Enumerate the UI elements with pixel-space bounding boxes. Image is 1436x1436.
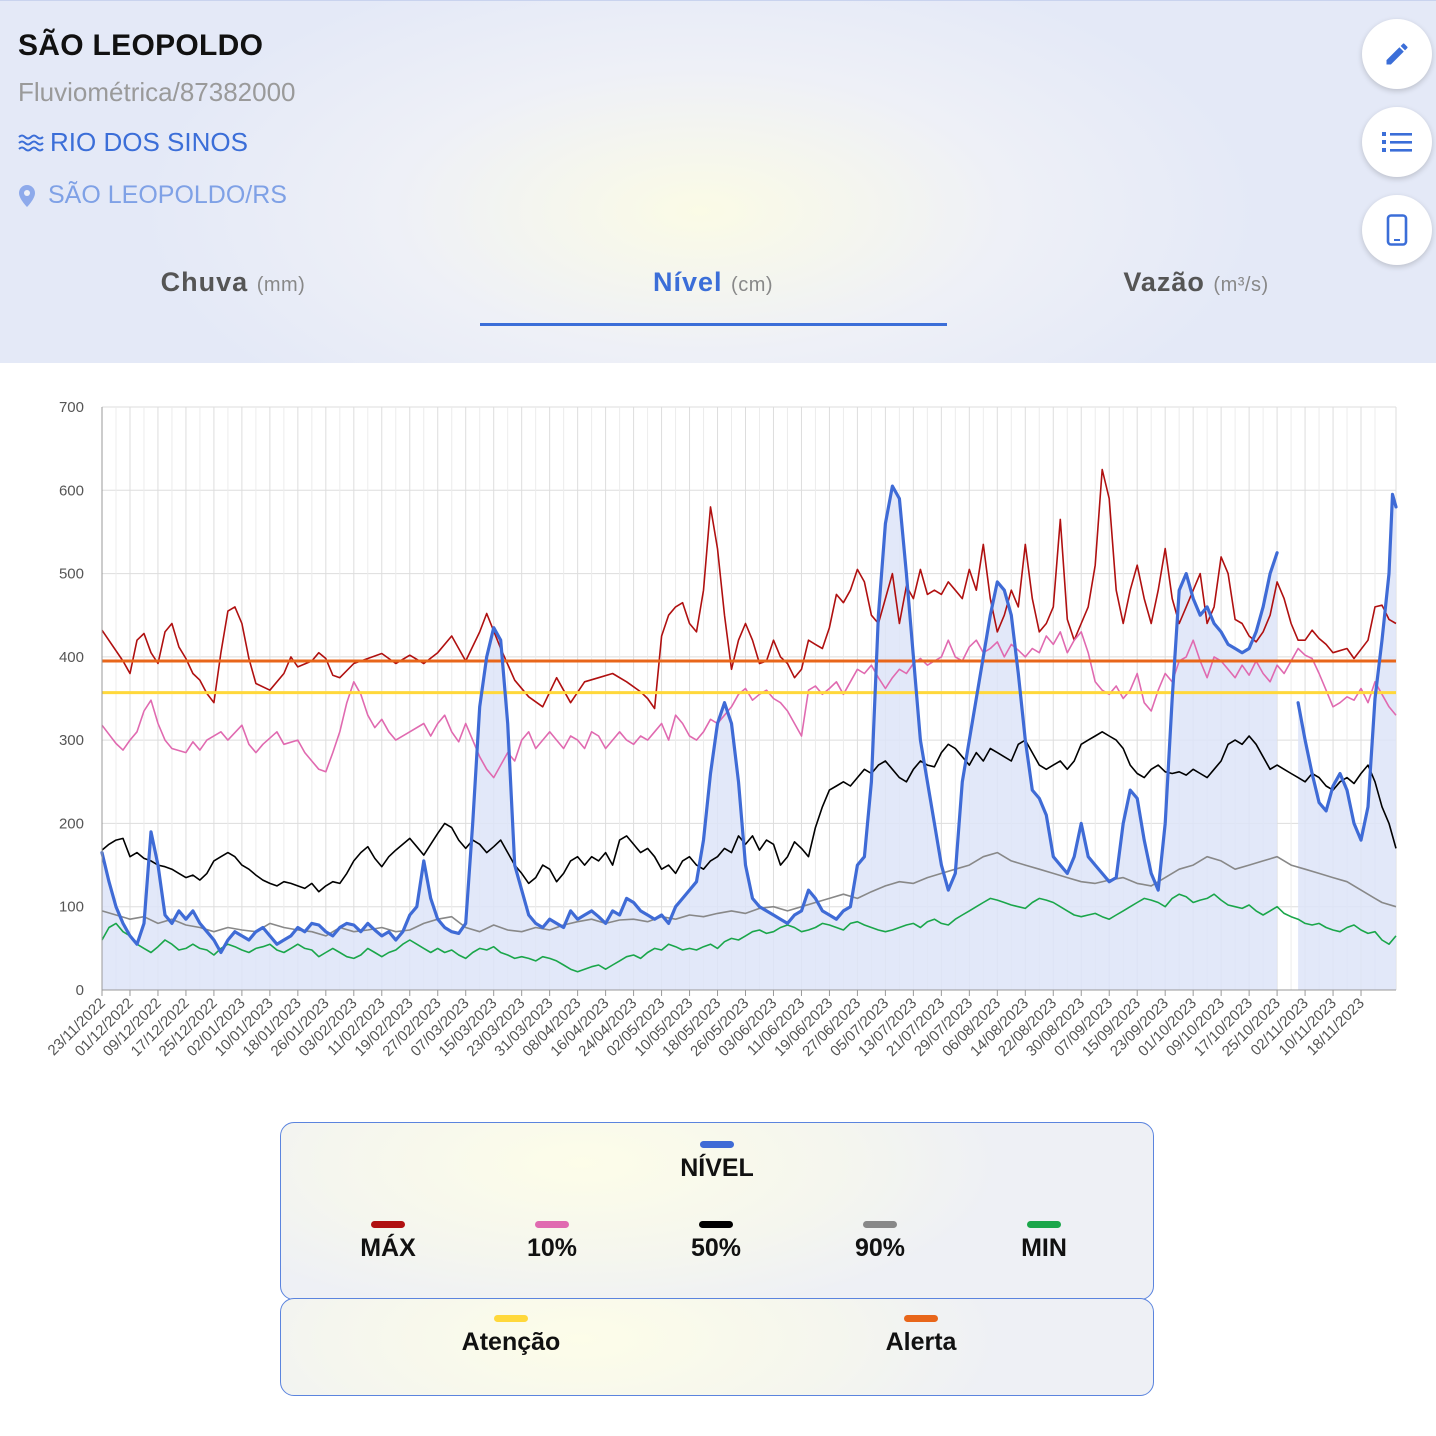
legend-swatch-p50 [699, 1221, 733, 1228]
legend-swatch-max [371, 1221, 405, 1228]
legend-swatch-min [1027, 1221, 1061, 1228]
list-icon [1382, 132, 1412, 152]
station-type-code: Fluviométrica/87382000 [18, 77, 296, 107]
y-tick-label: 400 [59, 649, 84, 666]
y-tick-label: 200 [59, 815, 84, 832]
waves-icon [18, 134, 44, 151]
nivel-area-fill [1298, 494, 1396, 990]
legend-label-alerta: Alerta [885, 1328, 957, 1356]
legend-label-p90: 90% [854, 1234, 906, 1262]
legend-label-nivel: NÍVEL [680, 1154, 754, 1182]
series-nivel-line [100, 484, 1279, 955]
tab-vazao[interactable]: Vazão (m³/s) [963, 267, 1429, 298]
nivel-fill-layer [102, 486, 1396, 990]
smartphone-icon [1386, 214, 1408, 246]
y-tick-label: 600 [59, 482, 84, 499]
tab-nivel[interactable]: Nível (cm) [480, 267, 946, 298]
legend-swatch-p90 [863, 1221, 897, 1228]
legend-swatch-alerta [904, 1315, 938, 1322]
station-header: SÃO LEOPOLDO Fluviométrica/87382000 RIO … [0, 0, 1436, 363]
legend-label-p50: 50% [690, 1234, 742, 1262]
series-p50-line [101, 731, 1397, 893]
legend-item-p50[interactable]: 50% [666, 1221, 766, 1263]
legend-swatch-p10 [535, 1221, 569, 1228]
legend-series-panel: NÍVEL MÁX 10% 50% 90% MIN [280, 1122, 1154, 1300]
city-name: SÃO LEOPOLDO/RS [48, 181, 287, 209]
pencil-icon [1386, 43, 1408, 65]
legend-label-min: MIN [1021, 1234, 1067, 1262]
legend-threshold-panel: Atenção Alerta [280, 1298, 1154, 1396]
nivel-chart: 0 100 200 300 400 500 600 700 23/11/2022 01/12/20… [0, 362, 1436, 1102]
legend-item-max[interactable]: MÁX [338, 1221, 438, 1263]
legend-item-p90[interactable]: 90% [830, 1221, 930, 1263]
legend-item-atencao[interactable]: Atenção [441, 1315, 581, 1357]
edit-button[interactable] [1362, 19, 1432, 89]
city-location: SÃO LEOPOLDO/RS [18, 181, 287, 210]
phone-button[interactable] [1362, 195, 1432, 265]
chart-svg: 010020030040050060070023/11/202201/12/20… [45, 399, 1398, 1060]
nivel-layer [100, 484, 1398, 955]
tab-nivel-unit: (cm) [731, 274, 774, 296]
y-tick-label: 500 [59, 566, 84, 583]
location-pin-icon [19, 184, 35, 207]
tab-vazao-label: Vazão [1123, 267, 1205, 297]
legend-item-nivel[interactable]: NÍVEL [667, 1141, 767, 1183]
legend-label-p10: 10% [526, 1234, 578, 1262]
y-tick-label: 700 [59, 399, 84, 416]
river-name: RIO DOS SINOS [50, 127, 248, 157]
station-name: SÃO LEOPOLDO [18, 29, 264, 62]
legend-item-min[interactable]: MIN [994, 1221, 1094, 1263]
series-p90-line [101, 851, 1397, 937]
series-nivel-line [1296, 492, 1398, 842]
threshold-layer [102, 659, 1396, 695]
river-link[interactable]: RIO DOS SINOS [18, 127, 248, 158]
legend-swatch-nivel [700, 1141, 734, 1148]
y-tick-label: 100 [59, 899, 84, 916]
tab-chuva-unit: (mm) [256, 274, 306, 296]
tab-chuva[interactable]: Chuva (mm) [0, 267, 466, 298]
nivel-area-fill [102, 486, 1278, 990]
tab-vazao-unit: (m³/s) [1213, 274, 1269, 296]
y-tick-label: 300 [59, 732, 84, 749]
series-max-line [101, 468, 1397, 710]
y-tick-label: 0 [76, 982, 84, 999]
legend-label-max: MÁX [360, 1234, 416, 1262]
tab-chuva-label: Chuva [160, 267, 249, 297]
list-button[interactable] [1362, 107, 1432, 177]
active-tab-indicator [480, 323, 947, 326]
legend-swatch-atencao [494, 1315, 528, 1322]
tab-nivel-label: Nível [652, 267, 723, 297]
legend-item-alerta[interactable]: Alerta [851, 1315, 991, 1357]
legend-label-atencao: Atenção [461, 1328, 561, 1356]
series-min-line [101, 893, 1397, 973]
legend-item-p10[interactable]: 10% [502, 1221, 602, 1263]
